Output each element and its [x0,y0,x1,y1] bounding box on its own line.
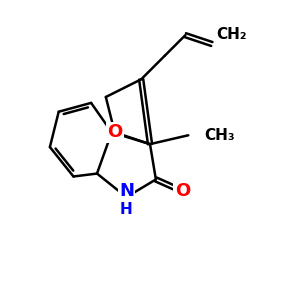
Text: CH₃: CH₃ [205,128,235,143]
Text: O: O [107,123,122,141]
Text: CH₂: CH₂ [216,27,247,42]
Text: H: H [120,202,133,217]
Text: O: O [175,182,190,200]
Text: N: N [119,182,134,200]
